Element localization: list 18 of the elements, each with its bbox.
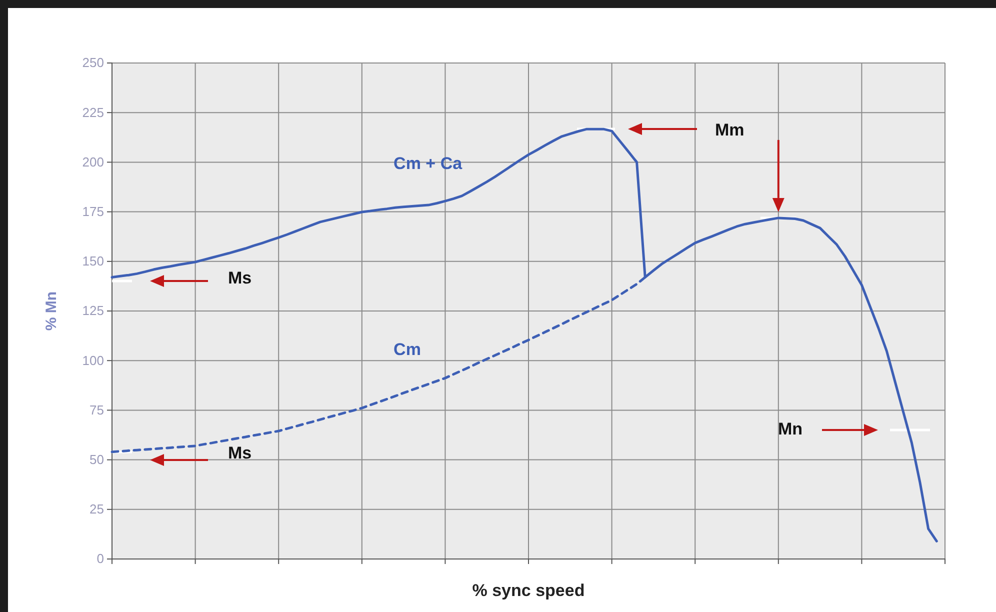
y-axis-title: % Mn [43, 291, 60, 331]
y-tick-label: 175 [82, 204, 104, 219]
y-tick-label: 125 [82, 303, 104, 318]
y-tick-label: 100 [82, 352, 104, 368]
y-tick-label: 200 [82, 154, 104, 170]
y-tick-label: 25 [90, 502, 104, 517]
annotation: Ms [228, 268, 252, 288]
y-tick-label: 250 [82, 55, 104, 70]
y-tick-label: 75 [90, 402, 104, 418]
y-tick-label: 225 [82, 104, 104, 120]
y-tick-label: 150 [82, 254, 104, 269]
y-tick-label: 50 [90, 452, 104, 467]
annotation: Mn [778, 419, 803, 438]
annotation: Mm [715, 120, 744, 140]
annotation: Ms [228, 443, 252, 462]
x-axis-title: % sync speed [472, 581, 585, 600]
series-label: Cm [394, 340, 421, 359]
y-tick-label: 0 [96, 551, 104, 566]
